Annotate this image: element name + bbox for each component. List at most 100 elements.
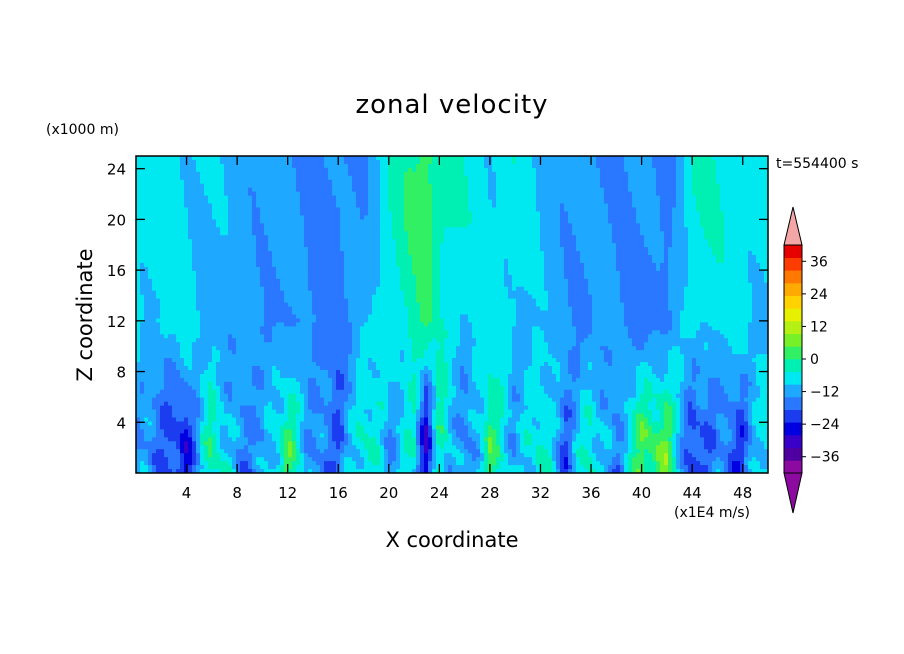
field-cell [392, 223, 397, 228]
field-cell [436, 262, 441, 268]
field-cell [704, 195, 709, 201]
field-cell [176, 159, 181, 165]
field-cell [628, 175, 633, 181]
field-cell [340, 278, 345, 284]
field-cell [420, 270, 425, 276]
field-cell [760, 156, 765, 161]
field-cell [252, 179, 257, 185]
field-cell [528, 235, 533, 240]
field-cell [696, 259, 701, 264]
field-cell [660, 156, 665, 161]
field-cell [412, 274, 417, 280]
field-cell [472, 239, 477, 244]
field-cell [192, 247, 197, 252]
field-cell [660, 207, 665, 213]
field-cell [468, 215, 473, 220]
field-cell [740, 259, 745, 264]
field-cell [384, 167, 389, 173]
field-cell [164, 227, 169, 232]
field-cell [580, 262, 585, 268]
field-cell [640, 191, 645, 197]
field-cell [616, 211, 621, 217]
field-cell [352, 163, 357, 169]
field-cell [224, 219, 229, 224]
field-cell [588, 262, 593, 268]
field-cell [404, 259, 409, 264]
field-cell [688, 251, 693, 256]
field-cell [288, 255, 293, 260]
field-cell [672, 259, 677, 264]
field-cell [412, 247, 417, 252]
field-cell [256, 156, 261, 161]
field-cell [312, 247, 317, 252]
field-cell [680, 187, 685, 193]
field-cell [728, 243, 733, 248]
field-cell [308, 187, 313, 193]
field-cell [252, 163, 257, 169]
field-cell [364, 156, 369, 161]
field-cell [560, 203, 565, 209]
field-cell [636, 219, 641, 224]
field-cell [420, 259, 425, 264]
field-cell [536, 159, 541, 165]
field-cell [740, 179, 745, 185]
field-cell [744, 195, 749, 201]
field-cell [256, 266, 261, 272]
field-cell [212, 215, 217, 220]
field-cell [200, 235, 205, 240]
field-cell [316, 231, 321, 236]
field-cell [256, 195, 261, 201]
field-cell [372, 243, 377, 248]
field-cell [548, 167, 553, 173]
field-cell [412, 223, 417, 228]
field-cell [372, 251, 377, 256]
field-cell [664, 195, 669, 201]
field-cell [584, 211, 589, 217]
field-cell [156, 278, 161, 284]
field-cell [232, 255, 237, 260]
field-cell [268, 278, 273, 284]
field-cell [188, 191, 193, 197]
field-cell [620, 167, 625, 173]
field-cell [660, 266, 665, 272]
field-cell [180, 207, 185, 213]
field-cell [536, 231, 541, 236]
field-cell [640, 163, 645, 169]
field-cell [408, 259, 413, 264]
field-cell [368, 167, 373, 173]
field-cell [348, 262, 353, 268]
field-cell [188, 195, 193, 201]
field-cell [388, 223, 393, 228]
field-cell [712, 223, 717, 228]
field-cell [268, 207, 273, 213]
field-cell [356, 270, 361, 276]
field-cell [760, 223, 765, 228]
field-cell [388, 203, 393, 209]
field-cell [744, 270, 749, 276]
field-cell [244, 227, 249, 232]
field-cell [604, 266, 609, 272]
field-cell [136, 266, 141, 272]
field-cell [172, 239, 177, 244]
field-cell [672, 251, 677, 256]
field-cell [500, 159, 505, 165]
field-cell [348, 159, 353, 165]
field-cell [460, 239, 465, 244]
field-cell [256, 235, 261, 240]
field-cell [724, 243, 729, 248]
field-cell [196, 199, 201, 205]
field-cell [328, 156, 333, 161]
field-cell [164, 270, 169, 276]
field-cell [196, 175, 201, 181]
field-cell [524, 199, 529, 205]
field-cell [328, 211, 333, 217]
field-cell [304, 215, 309, 220]
field-cell [672, 227, 677, 232]
y-unit-label: (x1000 m) [46, 122, 119, 138]
field-cell [416, 207, 421, 213]
field-cell [212, 274, 217, 280]
field-cell [456, 235, 461, 240]
field-cell [604, 270, 609, 276]
field-cell [232, 156, 237, 161]
field-cell [700, 159, 705, 165]
